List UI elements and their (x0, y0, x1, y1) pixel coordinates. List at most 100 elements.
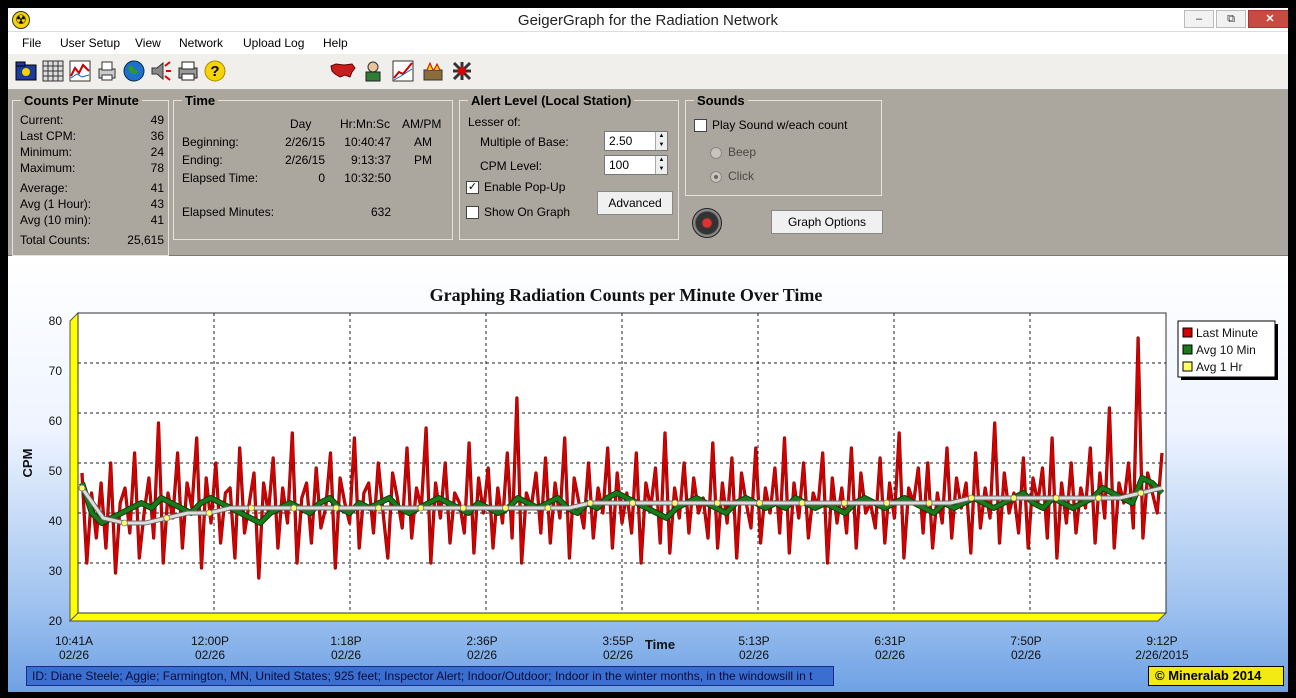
avg-1-hr-point (205, 509, 213, 517)
menu-user-setup[interactable]: User Setup (60, 36, 121, 50)
average-label: Average: (20, 181, 68, 195)
maximum-value: 78 (150, 161, 164, 175)
help-icon[interactable]: ? (203, 60, 227, 84)
play-sound-checkbox[interactable] (694, 119, 707, 132)
avg-1-hr-point (1137, 489, 1145, 497)
legend-swatch (1182, 344, 1193, 355)
y-tick-label: 30 (49, 564, 63, 578)
enable-popup-checkbox[interactable]: ✓ (466, 181, 479, 194)
avg-1-hr-point (332, 504, 340, 512)
graph-area: Graphing Radiation Counts per Minute Ove… (8, 257, 1288, 692)
click-label: Click (728, 169, 754, 183)
radiation-icon[interactable] (450, 60, 474, 84)
usa-map-icon[interactable] (330, 60, 356, 84)
menu-file[interactable]: File (22, 36, 42, 50)
x-tick-time: 1:18P (330, 634, 361, 648)
chart-title: Graphing Radiation Counts per Minute Ove… (430, 285, 823, 305)
series-avg-10-min-line (80, 476, 1164, 525)
beep-label: Beep (728, 145, 757, 159)
chart-icon[interactable] (68, 60, 92, 84)
y-tick-label: 70 (49, 364, 63, 378)
legend-label: Avg 10 Min (1196, 343, 1256, 357)
menu-help[interactable]: Help (323, 36, 348, 50)
maximum-label: Maximum: (20, 161, 76, 175)
alert-level-title: Alert Level (Local Station) (468, 93, 635, 108)
floor-wall (68, 612, 1168, 622)
play-sound-label: Play Sound w/each count (712, 118, 848, 132)
globe-icon[interactable] (122, 60, 146, 84)
elapsed-time-label: Elapsed Time: (182, 171, 259, 185)
x-tick-date: 02/26 (739, 648, 769, 662)
y-tick-label: 40 (49, 514, 63, 528)
show-on-graph-label: Show On Graph (484, 205, 571, 219)
show-on-graph-checkbox[interactable] (466, 206, 479, 219)
printer-setup-icon[interactable] (95, 60, 119, 84)
click-radio[interactable] (710, 171, 722, 183)
graph-options-button[interactable]: Graph Options (771, 210, 883, 234)
avg-1-hr-point (459, 504, 467, 512)
open-folder-icon[interactable] (14, 60, 38, 84)
avg-1-hr-point (1095, 494, 1102, 502)
sound-indicator-knob[interactable] (692, 208, 722, 238)
trend-chart-icon[interactable] (391, 60, 415, 84)
avg-1-hr-point (290, 504, 298, 512)
menu-view[interactable]: View (135, 36, 161, 50)
x-tick-time: 2:36P (466, 634, 497, 648)
radiation-app-icon[interactable]: ☢ (12, 11, 30, 29)
x-tick-date: 02/26 (875, 648, 905, 662)
avg-10-min-label: Avg (10 min): (20, 213, 92, 227)
title-bar: ☢ GeigerGraph for the Radiation Network … (8, 8, 1288, 32)
x-axis-label: Time (645, 637, 675, 652)
avg-1-hr-point (925, 499, 933, 507)
menu-upload-log[interactable]: Upload Log (243, 36, 305, 50)
user-icon[interactable] (361, 60, 385, 84)
avg-1-hr-point (756, 499, 763, 507)
multiple-spinner[interactable]: ▲ ▼ (655, 132, 667, 150)
ending-time: 9:13:37 (350, 153, 391, 167)
radiation-chart: Graphing Radiation Counts per Minute Ove… (20, 285, 1278, 662)
avg-1-hr-point (502, 504, 509, 512)
speaker-icon[interactable] (149, 60, 173, 84)
series-avg-1-hr-line (80, 486, 1163, 525)
x-tick-time: 12:00P (191, 634, 229, 648)
minimize-button[interactable]: – (1184, 10, 1214, 28)
beginning-label: Beginning: (182, 135, 239, 149)
status-panel: Counts Per Minute Current: 49 Last CPM: … (8, 90, 1288, 256)
menu-network[interactable]: Network (179, 36, 224, 50)
print-icon[interactable] (176, 60, 200, 84)
network-icon[interactable] (421, 60, 445, 84)
multiple-of-base-input[interactable]: 2.50 ▲ ▼ (604, 131, 668, 151)
avg-10-min-value: 41 (150, 213, 164, 227)
average-value: 41 (150, 181, 164, 195)
app-window: ☢ GeigerGraph for the Radiation Network … (8, 8, 1288, 692)
cpm-level-value: 100 (609, 158, 630, 172)
y-tick-label: 20 (49, 614, 63, 628)
avg-1-hr-point (586, 499, 594, 507)
avg-1-hr-point (883, 499, 891, 507)
minimum-value: 24 (150, 145, 164, 159)
beep-radio[interactable] (710, 147, 722, 159)
cpm-level-input[interactable]: 100 ▲ ▼ (604, 155, 668, 175)
toolbar: ? (8, 54, 1288, 90)
elapsed-minutes-value: 632 (370, 205, 391, 219)
cpm-level-spinner[interactable]: ▲ ▼ (655, 156, 667, 174)
x-tick-date: 02/26 (467, 648, 497, 662)
legend-box (1177, 320, 1276, 378)
menu-bar: File User Setup View Network Upload Log … (8, 32, 1288, 54)
avg-1-hr-point (544, 504, 552, 512)
copyright-badge: © Mineralab 2014 (1148, 666, 1284, 686)
advanced-button[interactable]: Advanced (597, 191, 673, 215)
x-tick-date: 02/26 (59, 648, 89, 662)
maximize-button[interactable]: ⧉ (1216, 10, 1246, 28)
beginning-time: 10:40:47 (344, 135, 391, 149)
grid-icon[interactable] (41, 60, 65, 84)
y-tick-label: 60 (49, 414, 63, 428)
avg-1-hr-point (629, 499, 636, 507)
close-button[interactable]: ✕ (1248, 10, 1288, 28)
y-tick-label: 50 (49, 464, 63, 478)
x-tick-date: 02/26 (195, 648, 225, 662)
elapsed-days: 0 (318, 171, 325, 185)
x-tick-time: 7:50P (1010, 634, 1041, 648)
avg-1-hr-point (375, 504, 382, 512)
current-label: Current: (20, 113, 64, 127)
